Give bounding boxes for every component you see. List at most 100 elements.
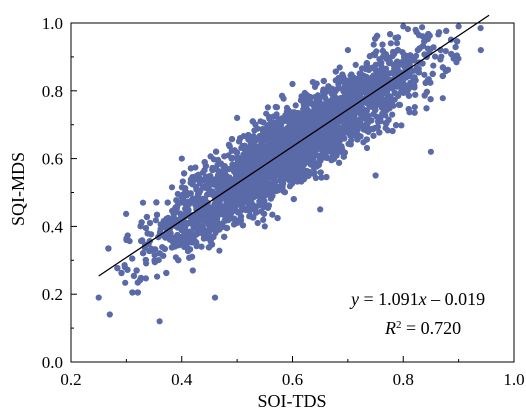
data-point xyxy=(261,210,268,217)
data-point xyxy=(372,106,379,114)
data-point xyxy=(142,256,149,264)
data-point xyxy=(394,34,402,41)
data-point xyxy=(384,127,391,134)
data-point xyxy=(129,255,136,262)
data-point xyxy=(387,40,394,47)
data-point xyxy=(336,159,343,166)
data-point xyxy=(245,132,252,139)
data-point xyxy=(318,101,326,108)
data-point xyxy=(203,206,210,213)
data-point xyxy=(411,109,418,116)
data-point xyxy=(295,124,302,131)
data-point xyxy=(249,143,256,150)
data-point xyxy=(172,243,179,250)
data-point xyxy=(442,48,449,55)
data-point xyxy=(205,231,212,238)
data-point xyxy=(186,228,193,235)
data-point xyxy=(432,53,439,60)
data-point xyxy=(379,110,386,117)
data-point xyxy=(415,69,422,76)
data-point xyxy=(398,122,405,129)
data-point xyxy=(225,190,232,197)
data-point xyxy=(413,28,420,36)
data-point xyxy=(221,153,228,160)
data-point xyxy=(437,56,444,63)
data-point xyxy=(182,185,189,192)
data-point xyxy=(389,127,396,135)
data-point xyxy=(370,41,377,48)
data-point xyxy=(241,142,248,149)
data-point xyxy=(166,236,174,243)
data-point xyxy=(318,174,325,181)
data-point xyxy=(146,219,154,227)
data-point xyxy=(289,149,296,156)
data-point xyxy=(163,269,170,277)
data-point xyxy=(142,225,149,232)
data-point xyxy=(309,79,316,86)
data-point xyxy=(266,113,273,120)
data-point xyxy=(231,215,238,222)
data-point xyxy=(250,214,257,221)
data-point xyxy=(324,132,331,140)
data-point xyxy=(232,200,239,207)
data-point xyxy=(274,215,281,222)
data-point xyxy=(395,101,402,108)
data-point xyxy=(450,55,457,62)
data-point xyxy=(351,123,358,130)
data-point xyxy=(314,98,321,105)
data-point xyxy=(142,275,149,282)
data-point xyxy=(352,86,360,93)
data-point xyxy=(376,129,383,136)
data-point xyxy=(181,243,188,250)
data-point xyxy=(366,53,373,60)
data-point xyxy=(304,117,311,125)
data-point xyxy=(363,144,371,152)
data-point xyxy=(288,180,296,187)
data-point xyxy=(421,71,428,78)
data-point xyxy=(436,29,443,36)
data-point xyxy=(138,237,145,245)
data-point xyxy=(309,154,316,161)
data-point xyxy=(477,25,484,32)
data-point xyxy=(146,247,153,255)
data-point xyxy=(372,124,379,131)
data-point xyxy=(389,111,396,118)
data-point xyxy=(421,92,428,99)
data-point xyxy=(160,252,167,259)
data-point xyxy=(267,195,274,202)
data-points xyxy=(95,23,484,325)
data-point xyxy=(216,247,223,254)
data-point xyxy=(452,44,459,51)
data-point xyxy=(383,87,390,95)
data-point xyxy=(297,97,305,104)
data-point xyxy=(443,27,450,34)
data-point xyxy=(407,52,414,59)
data-point xyxy=(320,77,327,85)
data-point xyxy=(355,133,362,140)
data-point xyxy=(292,102,299,109)
data-point xyxy=(151,259,158,266)
data-point xyxy=(338,145,346,152)
data-point xyxy=(326,110,333,117)
data-point xyxy=(340,94,347,101)
data-point xyxy=(225,199,232,207)
data-point xyxy=(140,250,147,257)
data-point xyxy=(405,92,412,99)
data-point xyxy=(269,169,276,176)
data-point xyxy=(331,133,338,140)
data-point xyxy=(122,279,129,286)
data-point xyxy=(181,170,188,177)
data-point xyxy=(430,62,437,69)
data-point xyxy=(253,147,261,154)
data-point xyxy=(269,158,276,165)
data-point xyxy=(323,174,330,181)
data-point xyxy=(187,165,194,172)
data-point xyxy=(188,212,196,219)
data-point xyxy=(208,241,216,248)
data-point xyxy=(249,118,256,125)
data-point xyxy=(395,59,402,66)
data-point xyxy=(389,98,396,105)
data-point xyxy=(352,61,359,68)
data-point xyxy=(201,167,208,174)
data-point xyxy=(153,199,160,206)
